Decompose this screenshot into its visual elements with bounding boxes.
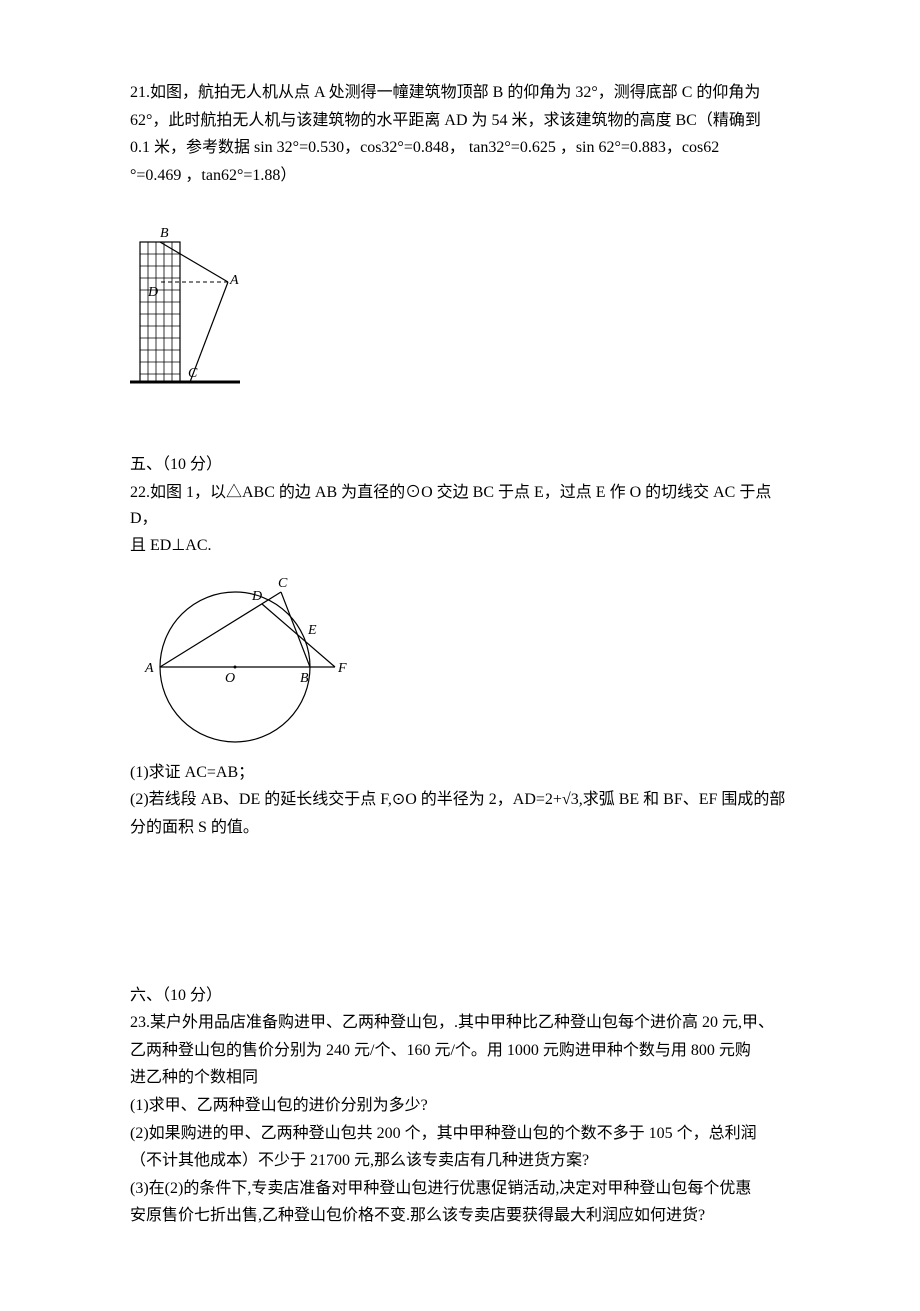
q21-line2: 62°，此时航拍无人机与该建筑物的水平距离 AD 为 54 米，求该建筑物的高度… [130,108,790,134]
label-F: F [337,661,347,676]
q23-sub2-l2: （不计其他成本）不少于 21700 元,那么该专卖店有几种进货方案? [130,1148,790,1174]
q21-line1: 21.如图，航拍无人机从点 A 处测得一幢建筑物顶部 B 的仰角为 32°，测得… [130,80,790,106]
label-D: D [147,285,158,300]
label-A2: A [144,661,154,676]
q23-sub3-l2: 安原售价七折出售,乙种登山包价格不变.那么该专卖店要获得最大利润应如何进货? [130,1203,790,1229]
q22-sub2-l1: (2)若线段 AB、DE 的延长线交于点 F,⊙O 的半径为 2，AD=2+√3… [130,787,790,813]
q22-line1: 22.如图 1，以△ABC 的边 AB 为直径的⊙O 交边 BC 于点 E，过点… [130,480,790,531]
q21-line3: 0.1 米，参考数据 sin 32°=0.530，cos32°=0.848， t… [130,135,790,161]
q23-sub1: (1)求甲、乙两种登山包的进价分别为多少? [130,1093,790,1119]
label-B2: B [300,671,309,686]
q22-sub2-l2: 分的面积 S 的值。 [130,815,790,841]
section6-heading: 六、（10 分） [130,983,790,1009]
label-D2: D [251,589,262,604]
exam-page: 21.如图，航拍无人机从点 A 处测得一幢建筑物顶部 B 的仰角为 32°，测得… [0,0,920,1311]
q22-sub1: (1)求证 AC=AB； [130,760,790,786]
q23-sub2-l1: (2)如果购进的甲、乙两种登山包共 200 个，其中甲种登山包的个数不多于 10… [130,1121,790,1147]
label-A: A [229,273,239,288]
q23-line1: 23.某户外用品店准备购进甲、乙两种登山包，.其中甲种比乙种登山包每个进价高 2… [130,1010,790,1036]
q23-sub3-l1: (3)在(2)的条件下,专卖店准备对甲种登山包进行优惠促销活动,决定对甲种登山包… [130,1176,790,1202]
label-B: B [160,226,169,241]
q23-line2: 乙两种登山包的售价分别为 240 元/个、160 元/个。用 1000 元购进甲… [130,1038,790,1064]
q22-figure: A O B F C D E [130,567,790,752]
label-E: E [307,623,317,638]
section5-heading: 五、（10 分） [130,452,790,478]
q21-figure: B A D C [130,222,790,392]
label-O: O [225,671,235,686]
q23-line3: 进乙种的个数相同 [130,1065,790,1091]
label-C2: C [278,576,288,591]
label-C: C [188,366,198,381]
q21-line4: °=0.469 ，tan62°=1.88） [130,163,790,189]
q22-line2: 且 ED⊥AC. [130,533,790,559]
